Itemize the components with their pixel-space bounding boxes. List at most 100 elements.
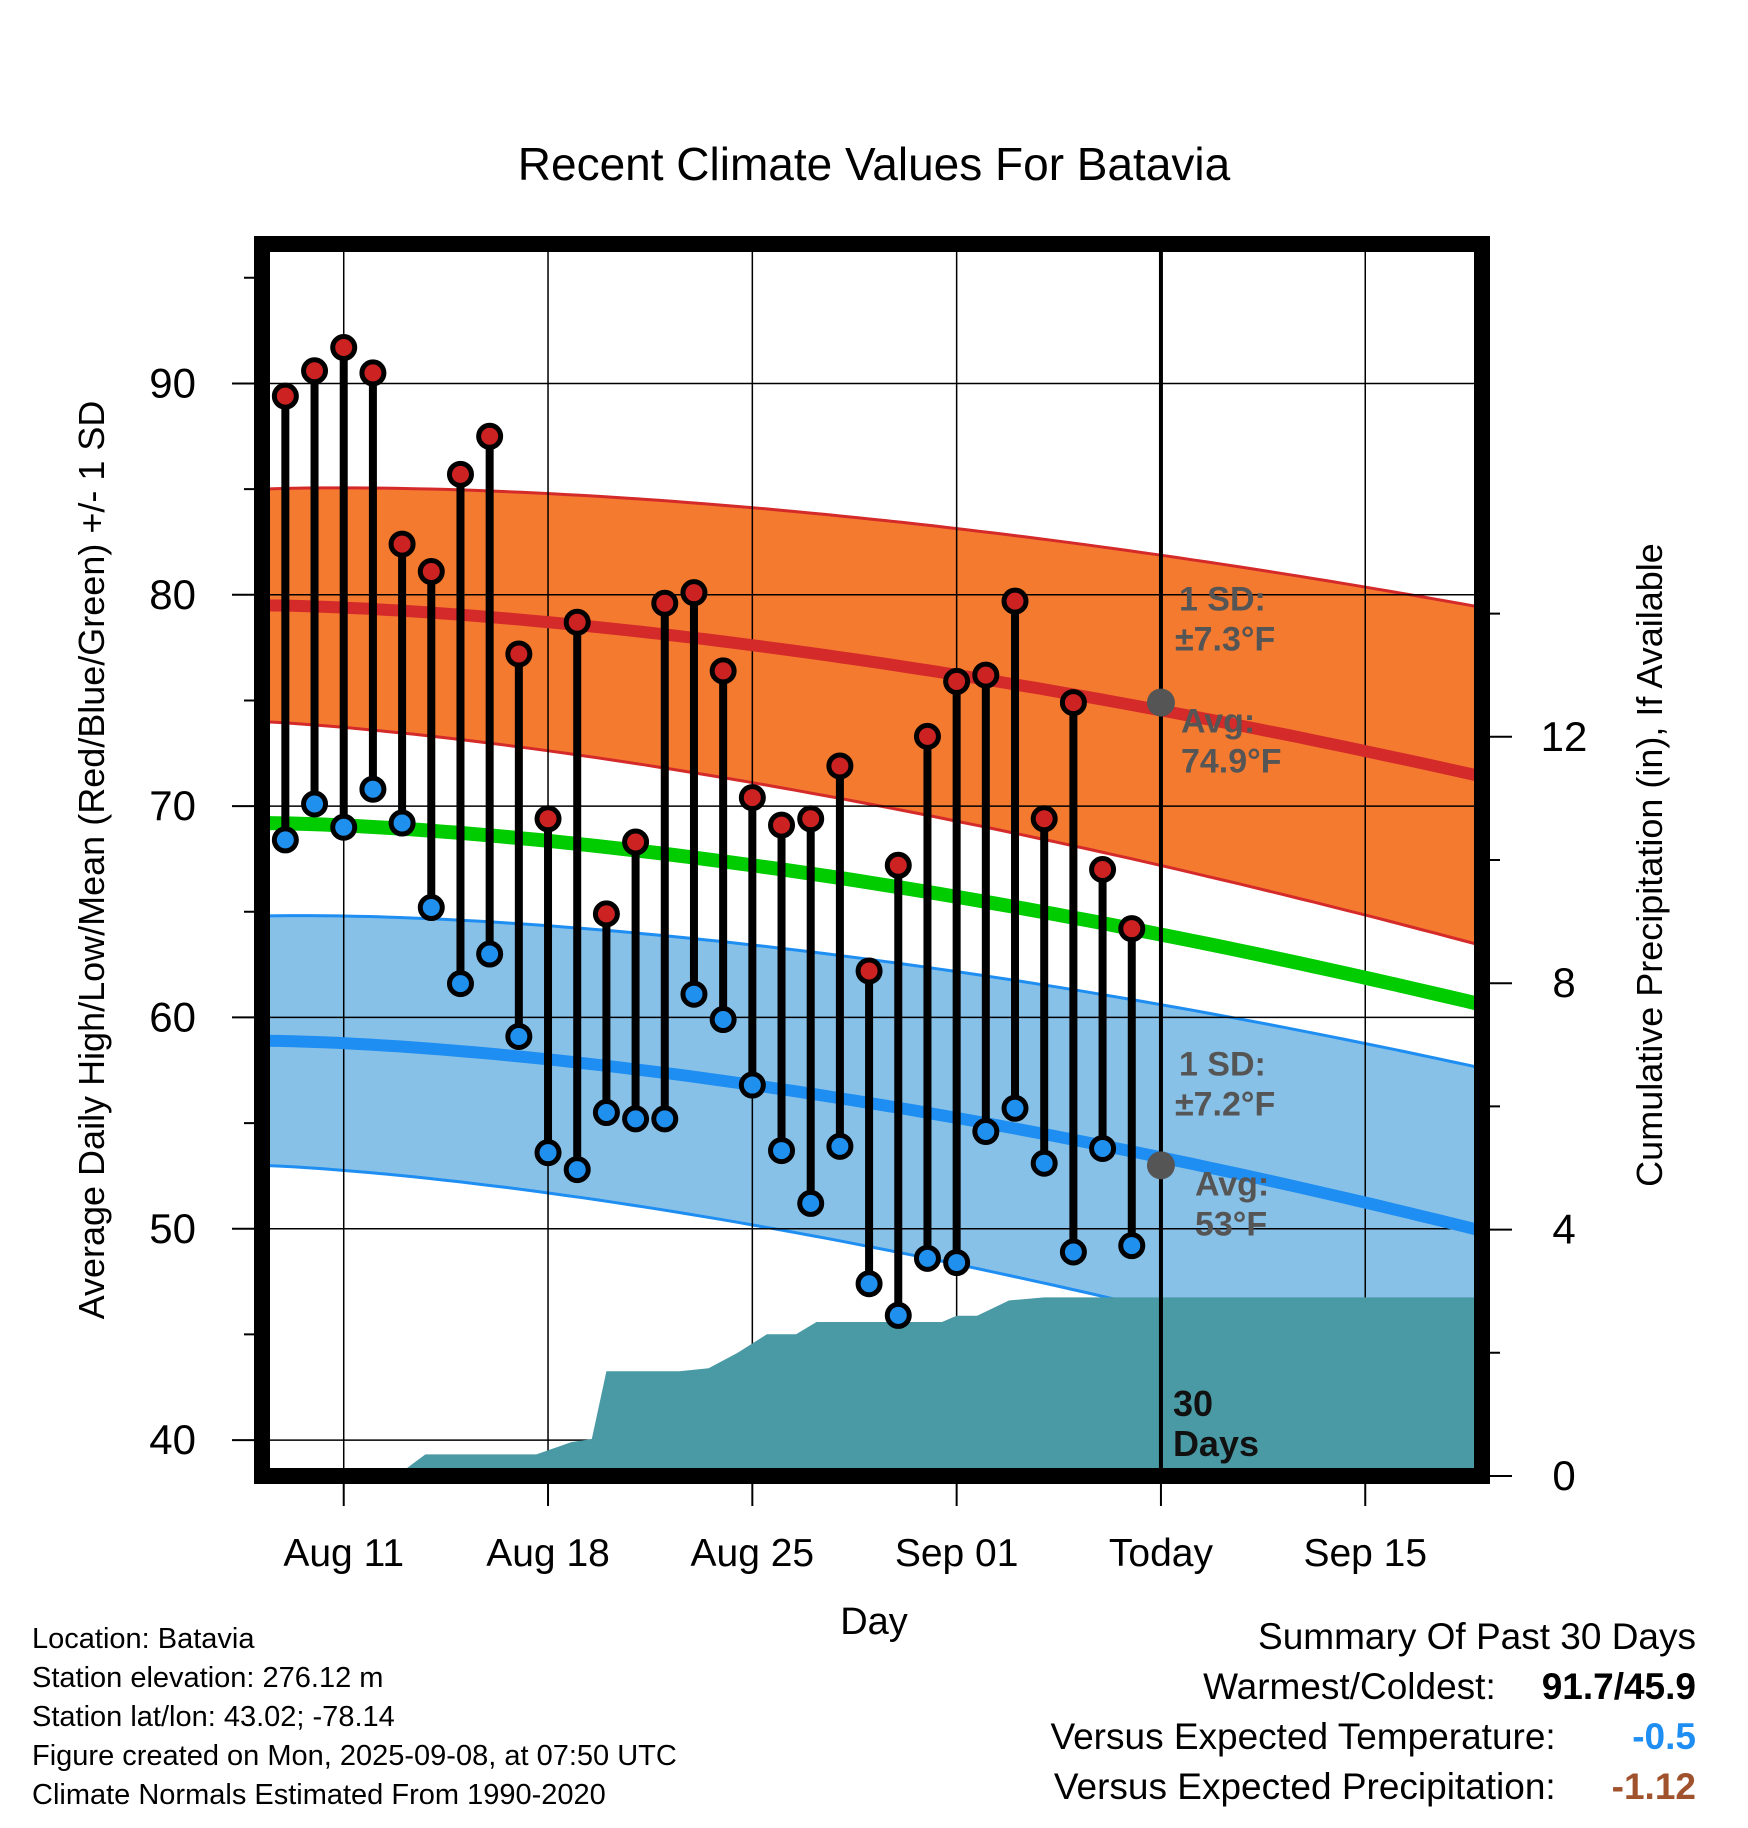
- today-high-avg-point: [1146, 688, 1175, 717]
- precip-label-line2: Days: [1173, 1423, 1259, 1464]
- obs-high-point: [1059, 689, 1087, 717]
- obs-high-point: [913, 722, 941, 750]
- summary-panel: Summary Of Past 30 Days Warmest/Coldest:…: [1050, 1612, 1696, 1812]
- high-sd-band: [262, 487, 1482, 946]
- obs-low-point: [505, 1022, 533, 1050]
- obs-low-point: [884, 1301, 912, 1329]
- observations: [271, 334, 1175, 1329]
- obs-high-point: [797, 805, 825, 833]
- obs-high-point: [622, 828, 650, 856]
- temp-label: Versus Expected Temperature:: [1050, 1716, 1556, 1757]
- axes: 40 50 60 70 80 90 0 4 8 12 Aug 11 Aug 18 Aug 25 Sep 0…: [149, 236, 1588, 1575]
- normal-high-line: [261, 599, 1484, 783]
- high-sd-value: ±7.3°F: [1175, 621, 1275, 659]
- x-tick-label: Sep 01: [895, 1532, 1019, 1575]
- obs-high-point: [1001, 587, 1029, 615]
- obs-high-point: [330, 334, 358, 362]
- y-tick-label: 50: [149, 1205, 196, 1252]
- obs-high-point: [738, 784, 766, 812]
- obs-low-point: [622, 1105, 650, 1133]
- obs-low-point: [388, 809, 416, 837]
- x-tick-label: Today: [1109, 1532, 1214, 1575]
- elevation-text: Station elevation: 276.12 m: [32, 1662, 384, 1694]
- warmest-value: 91.7/45.9: [1541, 1666, 1696, 1707]
- obs-low-point: [1030, 1149, 1058, 1177]
- precip-area: [262, 1297, 1482, 1476]
- high-sd-text: 1 SD:: [1179, 581, 1266, 619]
- obs-low-point: [855, 1270, 883, 1298]
- created-text: Figure created on Mon, 2025-09-08, at 07…: [32, 1740, 677, 1772]
- obs-high-point: [417, 558, 445, 586]
- location-text: Location: Batavia: [32, 1623, 255, 1655]
- obs-high-point: [768, 811, 796, 839]
- y-tick-label: 40: [149, 1416, 196, 1463]
- y2-tick-label: 12: [1541, 713, 1588, 760]
- normal-mean-line: [261, 816, 1484, 1012]
- y-tick-label: 90: [149, 359, 196, 406]
- obs-high-point: [884, 851, 912, 879]
- obs-low-point: [271, 826, 299, 854]
- obs-high-point: [563, 608, 591, 636]
- high-avg-value: 74.9°F: [1181, 743, 1282, 781]
- precip-label-line1: 30: [1173, 1383, 1213, 1424]
- obs-high-point: [972, 661, 1000, 689]
- obs-high-point: [534, 805, 562, 833]
- x-tick-label: Aug 18: [486, 1532, 610, 1575]
- obs-low-point: [446, 970, 474, 998]
- obs-low-point: [826, 1132, 854, 1160]
- obs-low-point: [330, 813, 358, 841]
- high-sd-upper-edge: [261, 486, 1483, 609]
- obs-high-point: [271, 382, 299, 410]
- temp-value: -0.5: [1632, 1716, 1696, 1757]
- obs-high-point: [1030, 805, 1058, 833]
- obs-low-point: [1001, 1094, 1029, 1122]
- chart-title: Recent Climate Values For Batavia: [518, 138, 1231, 190]
- y-tick-label: 60: [149, 993, 196, 1040]
- obs-high-point: [359, 359, 387, 387]
- latlon-text: Station lat/lon: 43.02; -78.14: [32, 1701, 395, 1733]
- obs-low-point: [913, 1244, 941, 1272]
- y2-tick-label: 4: [1552, 1206, 1575, 1253]
- x-tick-label: Sep 15: [1303, 1532, 1427, 1575]
- obs-low-point: [301, 790, 329, 818]
- y2-axis-label: Cumulative Precipitation (in), If Availa…: [1629, 543, 1670, 1187]
- obs-low-point: [768, 1137, 796, 1165]
- y2-tick-label: 0: [1552, 1452, 1575, 1499]
- x-axis-label: Day: [840, 1601, 908, 1643]
- obs-low-point: [476, 940, 504, 968]
- low-sd-value: ±7.2°F: [1175, 1085, 1275, 1123]
- obs-low-point: [1059, 1238, 1087, 1266]
- obs-low-point: [738, 1071, 766, 1099]
- obs-low-point: [359, 775, 387, 803]
- high-sd-lower-edge: [261, 720, 1483, 948]
- obs-high-point: [388, 530, 416, 558]
- obs-low-point: [1118, 1232, 1146, 1260]
- obs-high-point: [1089, 856, 1117, 884]
- obs-low-point: [592, 1099, 620, 1127]
- y2-tick-label: 8: [1552, 959, 1575, 1006]
- obs-high-point: [651, 589, 679, 617]
- y-axis-label: Average Daily High/Low/Mean (Red/Blue/Gr…: [71, 401, 112, 1320]
- low-avg-text: Avg:: [1195, 1165, 1269, 1203]
- obs-low-point: [563, 1156, 591, 1184]
- obs-low-point: [534, 1139, 562, 1167]
- obs-high-point: [709, 657, 737, 685]
- today-low-avg-point: [1146, 1151, 1175, 1180]
- y-tick-label: 80: [149, 571, 196, 618]
- obs-high-point: [446, 460, 474, 488]
- obs-high-point: [592, 900, 620, 928]
- obs-high-point: [1118, 915, 1146, 943]
- precip-cumulative-area: [262, 1297, 1482, 1476]
- low-avg-value: 53°F: [1195, 1205, 1267, 1243]
- obs-low-point: [943, 1249, 971, 1277]
- station-info: Location: Batavia Station elevation: 276…: [32, 1620, 677, 1815]
- obs-high-point: [680, 579, 708, 607]
- high-avg-text: Avg:: [1181, 703, 1255, 741]
- precip-value: -1.12: [1611, 1766, 1696, 1807]
- warmest-label: Warmest/Coldest:: [1203, 1666, 1496, 1707]
- summary-title: Summary Of Past 30 Days: [1258, 1616, 1696, 1657]
- x-tick-label: Aug 11: [283, 1532, 404, 1575]
- obs-high-point: [943, 667, 971, 695]
